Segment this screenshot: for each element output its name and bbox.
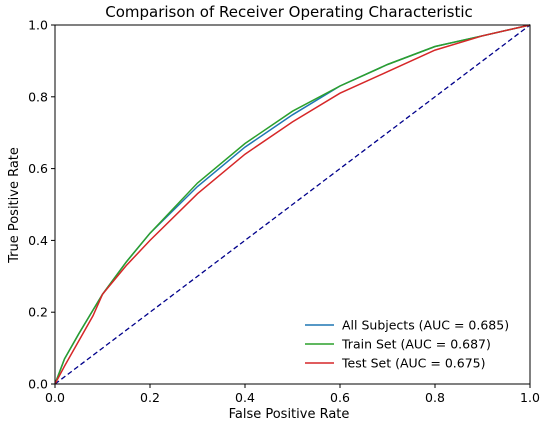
y-tick-label: 0.6 [28, 161, 48, 176]
series-line-1 [54, 24, 531, 385]
x-tick-label: 0.6 [330, 390, 350, 405]
x-axis-label: False Positive Rate [229, 407, 350, 422]
y-tick-label: 0.8 [28, 89, 48, 104]
x-tick-label: 0.8 [425, 390, 445, 405]
legend: All Subjects (AUC = 0.685) Train Set (AUC… [305, 318, 509, 371]
legend-label: Train Set (AUC = 0.687) [341, 337, 491, 352]
y-tick-label: 0.2 [28, 305, 48, 320]
series-line-2 [54, 24, 531, 385]
y-axis-label: True Positive Rate [7, 147, 22, 264]
plot-area: 0.0 0.2 0.4 0.6 0.8 1.0 0.0 0.2 0.4 0.6 0.8 1.0 All … [28, 18, 540, 406]
x-tick-label: 0.0 [45, 390, 65, 405]
chart-title: Comparison of Receiver Operating Charact… [105, 3, 473, 21]
x-tick-label: 0.4 [235, 390, 255, 405]
y-tick-label: 0.4 [28, 233, 48, 248]
y-tick-label: 1.0 [28, 18, 48, 33]
x-tick-label: 0.2 [140, 390, 160, 405]
y-tick-label: 0.0 [28, 377, 48, 392]
legend-label: Test Set (AUC = 0.675) [341, 356, 485, 371]
chance-diagonal-line [54, 24, 531, 385]
plot-frame [54, 24, 531, 385]
legend-label: All Subjects (AUC = 0.685) [342, 318, 509, 333]
x-tick-label: 1.0 [520, 390, 540, 405]
